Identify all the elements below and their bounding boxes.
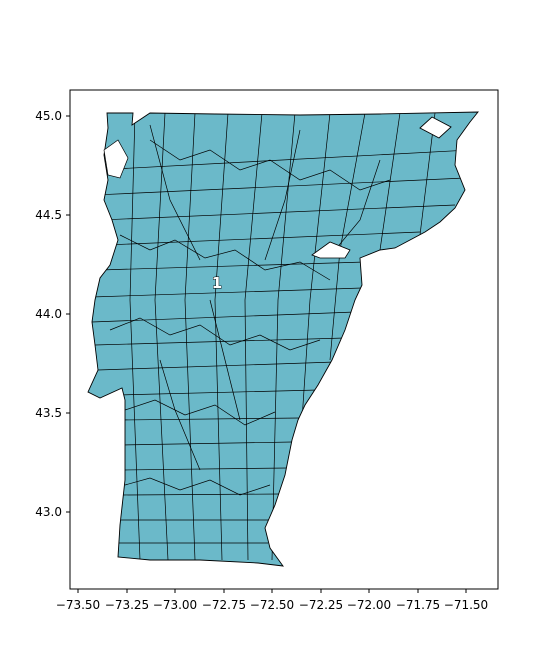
x-tick-label: −72.75 (202, 598, 246, 612)
island-region (419, 116, 452, 139)
x-tick-label: −73.00 (153, 598, 197, 612)
axes-frame (69, 89, 499, 590)
map-area (87, 111, 479, 567)
x-tick-label: −71.75 (396, 598, 440, 612)
x-tick-label: −72.00 (347, 598, 391, 612)
y-tick-label: 44.0 (35, 307, 62, 321)
x-tick-label: −71.50 (444, 598, 488, 612)
lake-region (311, 241, 351, 259)
region-label: 1 (212, 274, 222, 292)
lake-champlain-inlet (103, 139, 129, 179)
y-axis: 45.0 44.5 44.0 43.5 43.0 (35, 109, 70, 519)
town-boundaries (91, 112, 471, 561)
x-tick-label: −72.50 (250, 598, 294, 612)
state-fill (87, 111, 479, 567)
y-tick-label: 44.5 (35, 208, 62, 222)
y-tick-label: 43.5 (35, 406, 62, 420)
y-tick-label: 43.0 (35, 505, 62, 519)
x-axis: −73.50 −73.25 −73.00 −72.75 −72.50 −72.2… (56, 589, 488, 612)
x-tick-label: −73.50 (56, 598, 100, 612)
x-tick-label: −72.25 (299, 598, 343, 612)
y-tick-label: 45.0 (35, 109, 62, 123)
x-tick-label: −73.25 (105, 598, 149, 612)
